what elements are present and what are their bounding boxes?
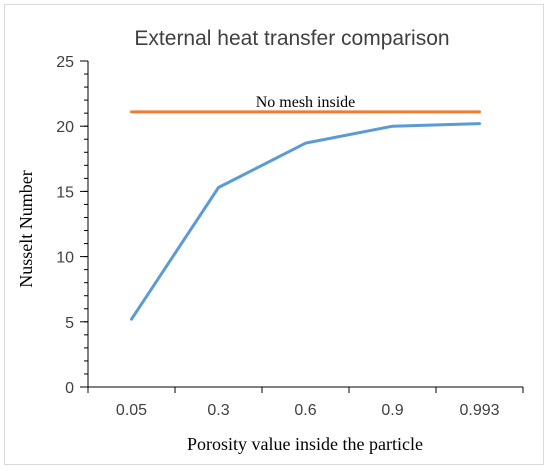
x-tick-label: 0.05: [116, 402, 147, 419]
x-tick-label: 0.6: [294, 402, 316, 419]
axes: [80, 60, 524, 393]
series-layer: [130, 110, 481, 321]
x-tick-label: 0.3: [207, 402, 229, 419]
y-tick-label: 0: [65, 380, 74, 397]
y-tick-label: 25: [56, 54, 74, 71]
chart-title: External heat transfer comparison: [134, 27, 449, 50]
annotation-layer: No mesh inside: [256, 94, 356, 111]
line-chart: External heat transfer comparison 0 5 10 15…: [16, 27, 524, 454]
x-tick-label: 0.993: [459, 402, 499, 419]
y-tick-label: 10: [56, 250, 74, 267]
x-axis-title: Porosity value inside the particle: [187, 434, 423, 454]
y-tick-label: 20: [56, 119, 74, 136]
series-line-1: [130, 122, 481, 321]
series-annotation: No mesh inside: [256, 94, 356, 111]
tick-labels: 0 5 10 15 20 25 0.05 0.3 0.6 0.9 0.993: [56, 54, 499, 419]
y-tick-label: 15: [56, 184, 74, 201]
y-axis-title: Nusselt Number: [16, 170, 36, 287]
chart-frame: External heat transfer comparison 0 5 10 15…: [4, 4, 544, 465]
x-tick-label: 0.9: [381, 402, 403, 419]
y-tick-label: 5: [65, 315, 74, 332]
